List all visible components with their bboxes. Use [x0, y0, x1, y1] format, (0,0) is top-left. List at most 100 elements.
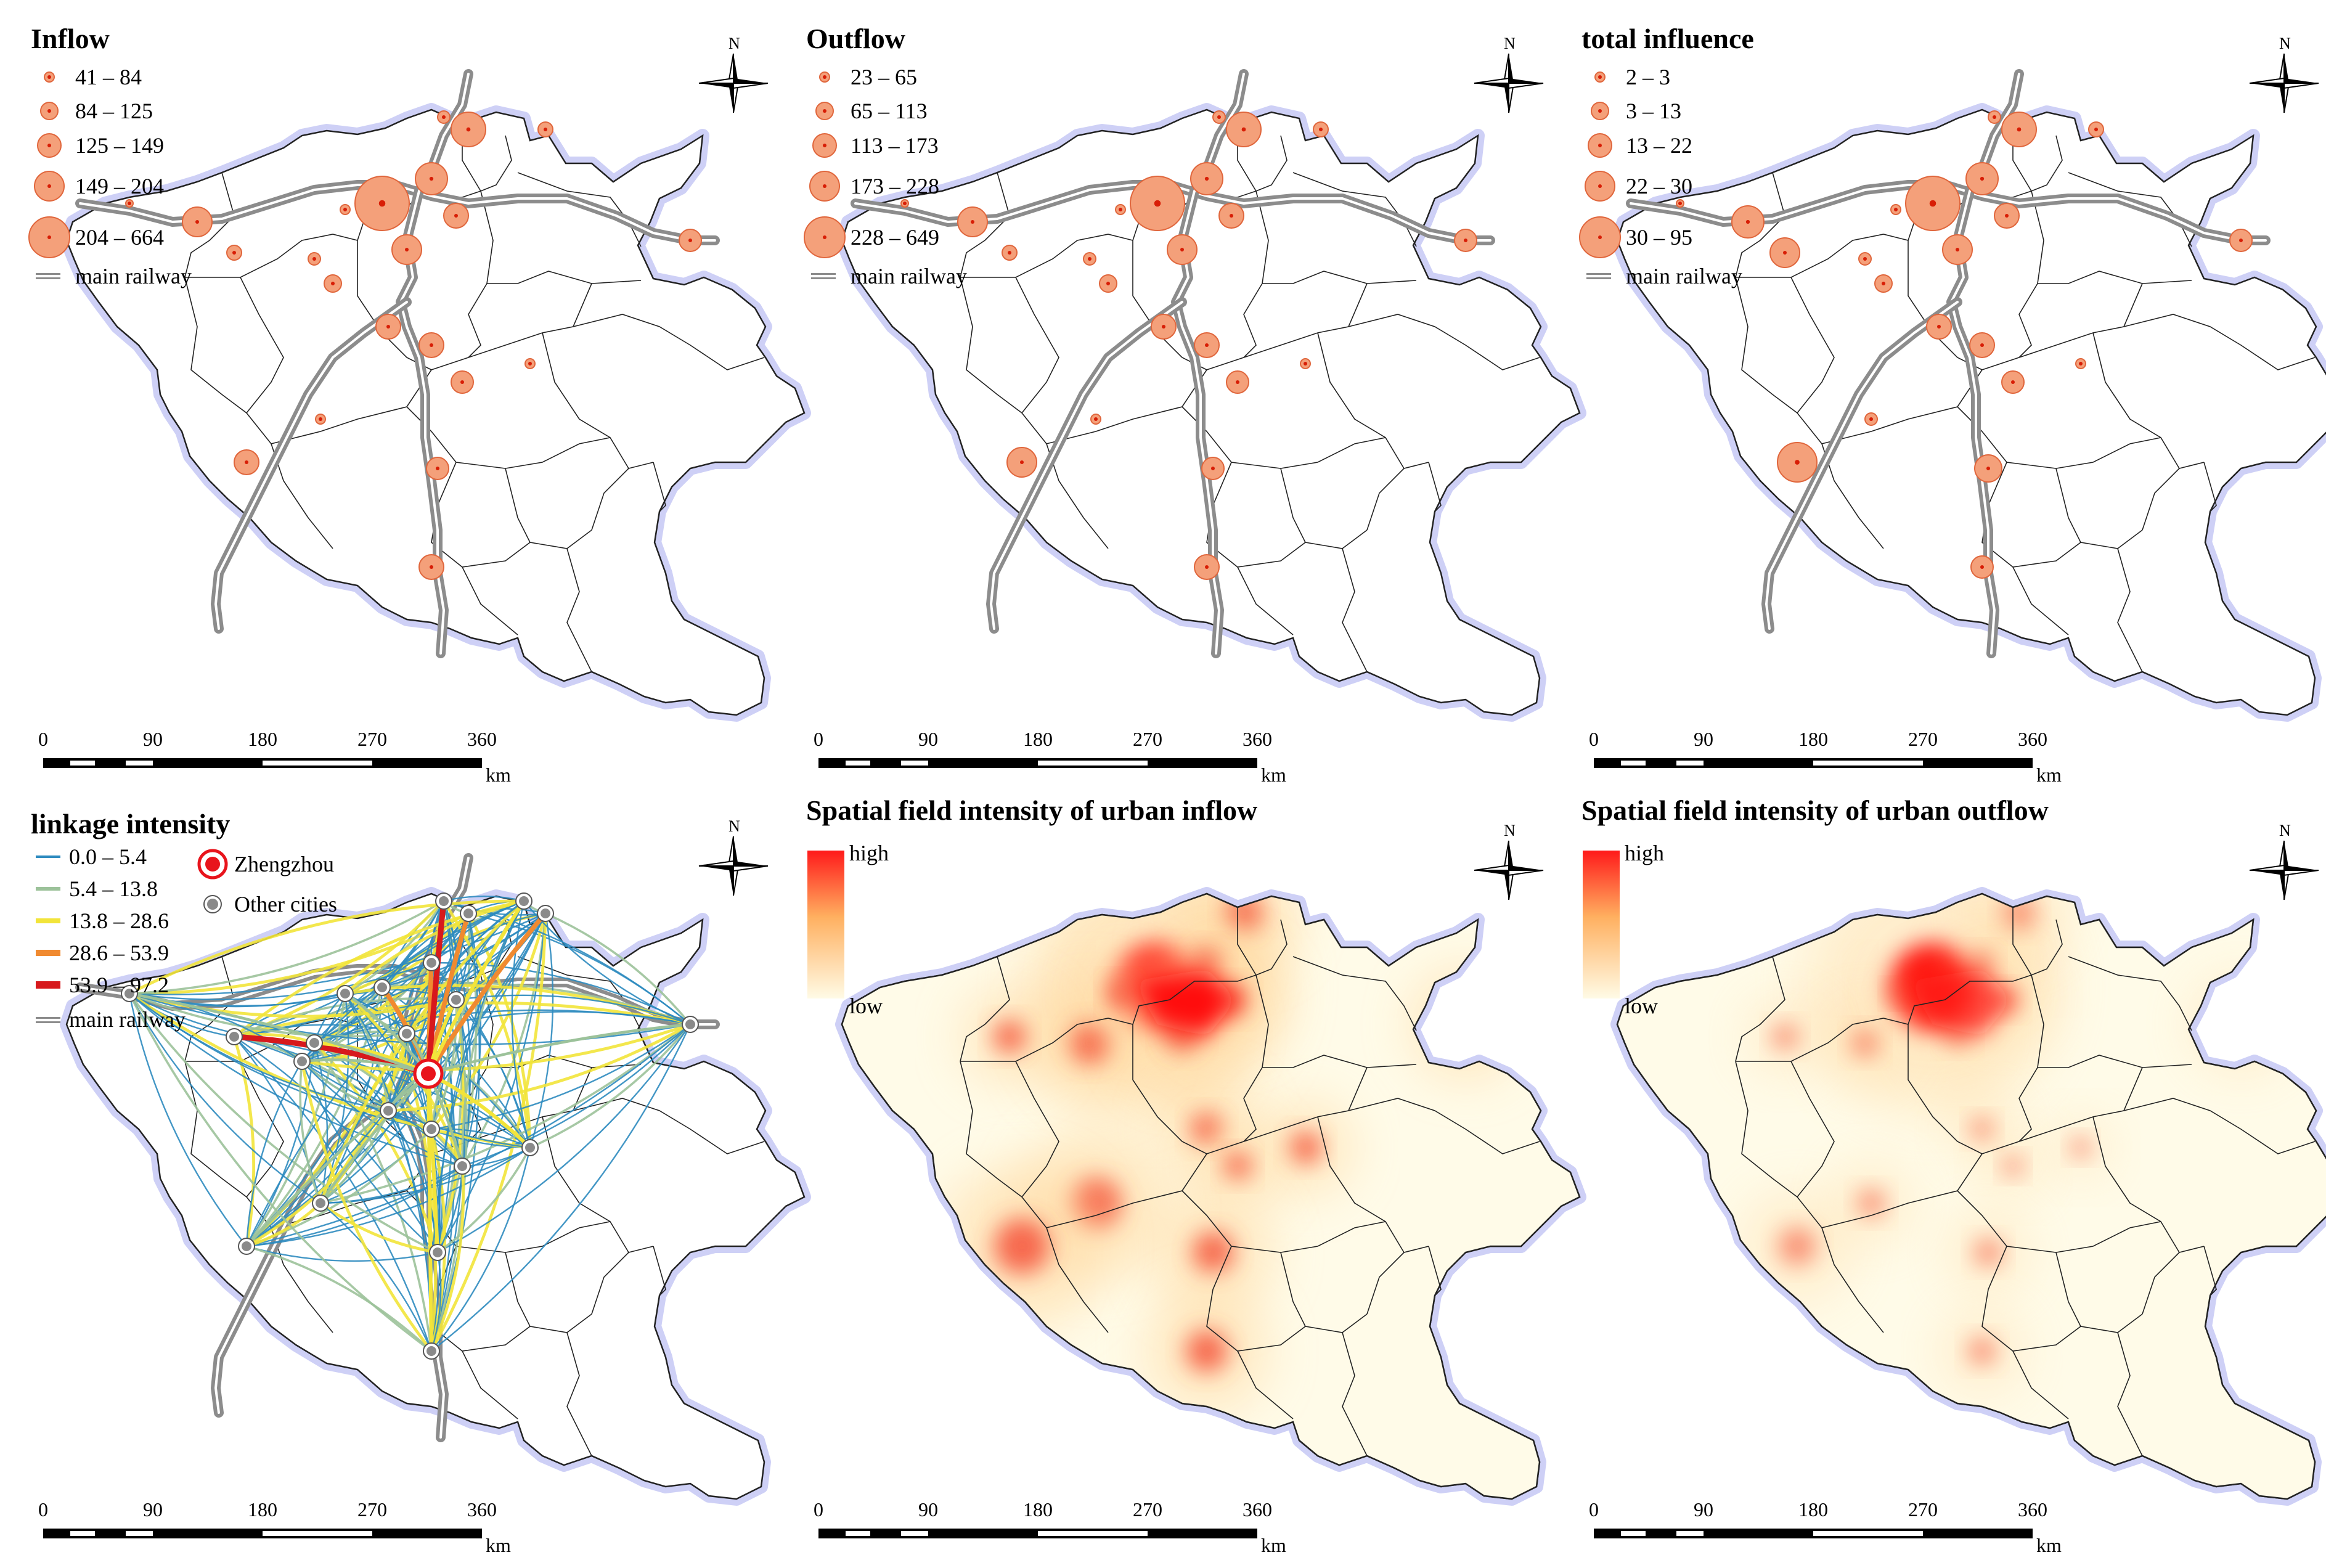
prefecture-border [573, 314, 765, 370]
north-arrow-w-light [2249, 864, 2285, 871]
prefecture-border [462, 566, 518, 635]
legend-line-label: 0.0 – 5.4 [69, 844, 147, 869]
legend-class-label: 3 – 13 [1626, 99, 1681, 123]
other-city-node-core [685, 1019, 695, 1029]
prefecture-border-overlay [1046, 1153, 1207, 1228]
main-railway-core [990, 301, 1183, 630]
field-hotspot [1069, 1022, 1111, 1064]
scale-bar-segment [901, 761, 928, 766]
scale-tick-label: 0 [1589, 1498, 1599, 1521]
city-center-dot [2094, 128, 2098, 131]
scale-tick-label: 270 [1133, 1498, 1162, 1521]
scale-tick-label: 270 [357, 1498, 387, 1521]
linkage-line [301, 1061, 531, 1149]
legend-dot [1598, 144, 1602, 147]
other-city-node-core [383, 1106, 393, 1116]
city-center-dot [430, 343, 433, 347]
scale-bar-segment [901, 1531, 928, 1536]
other-city-node-core [525, 1143, 535, 1153]
prefecture-border-overlay [1237, 907, 1257, 976]
city-center-dot [2239, 239, 2243, 242]
scale-tick-label: 90 [918, 1498, 938, 1521]
legend-low-label: low [849, 994, 883, 1018]
linkage-line [545, 912, 692, 1026]
north-arrow-n [2284, 54, 2289, 83]
prefecture-border [271, 369, 432, 444]
north-arrow-e-light [2283, 83, 2319, 89]
legend-high-label: high [849, 841, 889, 865]
linkage-line [436, 900, 525, 1253]
linkage-line [245, 987, 383, 1247]
prefecture-border [1735, 277, 1822, 444]
prefecture-border [1317, 332, 1429, 469]
prefecture-border [1342, 548, 1368, 672]
other-city-node-core [541, 909, 550, 918]
other-city-node-core [463, 909, 473, 918]
legend-railway-label: main railway [75, 264, 192, 288]
legend-dot [1598, 109, 1602, 113]
legend-railway-label: main railway [851, 264, 967, 288]
north-arrow-s [1504, 83, 1509, 113]
scale-tick-label: 360 [2018, 1498, 2047, 1521]
linkage-line-hub [129, 992, 429, 1076]
north-label: N [728, 35, 740, 52]
linkage-line [319, 1202, 438, 1254]
field-hotspot [1851, 1029, 1879, 1057]
city-center-dot [331, 282, 335, 285]
linkage-line [128, 993, 433, 1352]
city-center-dot [378, 200, 386, 207]
north-label: N [1504, 822, 1516, 839]
city-center-dot [1204, 176, 1209, 181]
linkage-line [430, 913, 547, 1352]
scale-bar: 0 90 180 270 360 km [814, 1498, 1286, 1556]
zhengzhou-node-core [421, 1066, 436, 1081]
prefecture-border [1981, 283, 2143, 370]
scale-bar-segment [263, 761, 372, 766]
scale-bar-segment [846, 1531, 870, 1536]
linkage-line [246, 1033, 408, 1247]
linkage-line [344, 899, 524, 995]
scale-bar-segment [70, 1531, 95, 1536]
prefecture-border [468, 283, 488, 358]
scale-unit: km [2036, 764, 2062, 786]
scale-tick-label: 90 [143, 1498, 163, 1521]
linkage-line [431, 1024, 692, 1352]
linkage-line [388, 1023, 692, 1113]
prefecture-border-overlay [1243, 1067, 1263, 1142]
scale-tick-label: 180 [248, 1498, 277, 1521]
linkage-line-hub [425, 900, 447, 1074]
north-arrow-w-light [698, 77, 734, 84]
legend-railway-label: main railway [1626, 264, 1742, 288]
linkage-line [246, 1024, 691, 1247]
legend-dot [823, 75, 826, 79]
prefecture-border-overlay [960, 1018, 1133, 1062]
prefecture-border [1237, 566, 1294, 635]
prefecture-border-overlay [2068, 956, 2192, 1031]
scale-unit: km [486, 1534, 511, 1556]
prefecture-border-overlay [2018, 1067, 2038, 1142]
linkage-line [523, 900, 691, 1026]
linkage-line [128, 992, 531, 1149]
linkage-line [129, 900, 444, 995]
city-center-dot [1319, 128, 1323, 131]
prefecture-border-overlay [1348, 1098, 1540, 1154]
city-center-dot [454, 214, 458, 218]
north-arrow-w [1474, 83, 1509, 88]
linkage-line [430, 913, 481, 1352]
prefecture-border [1366, 468, 1405, 531]
prefecture-border-overlay [1908, 1024, 1983, 1154]
city-center-dot [245, 460, 248, 464]
linkage-line [129, 992, 691, 1045]
linkage-line [128, 993, 321, 1204]
prefecture-border-overlay [2092, 1116, 2205, 1253]
legend-gradient [807, 851, 844, 998]
city-center-dot [1986, 467, 1990, 470]
north-arrow: N [1474, 35, 1544, 113]
north-arrow-e [733, 78, 768, 83]
legend-dot [47, 75, 51, 79]
prefecture-border-overlay [1292, 956, 1417, 1031]
prefecture-border [184, 172, 235, 278]
legend-dot [47, 109, 51, 113]
prefecture-border-overlay [1790, 1061, 1835, 1198]
